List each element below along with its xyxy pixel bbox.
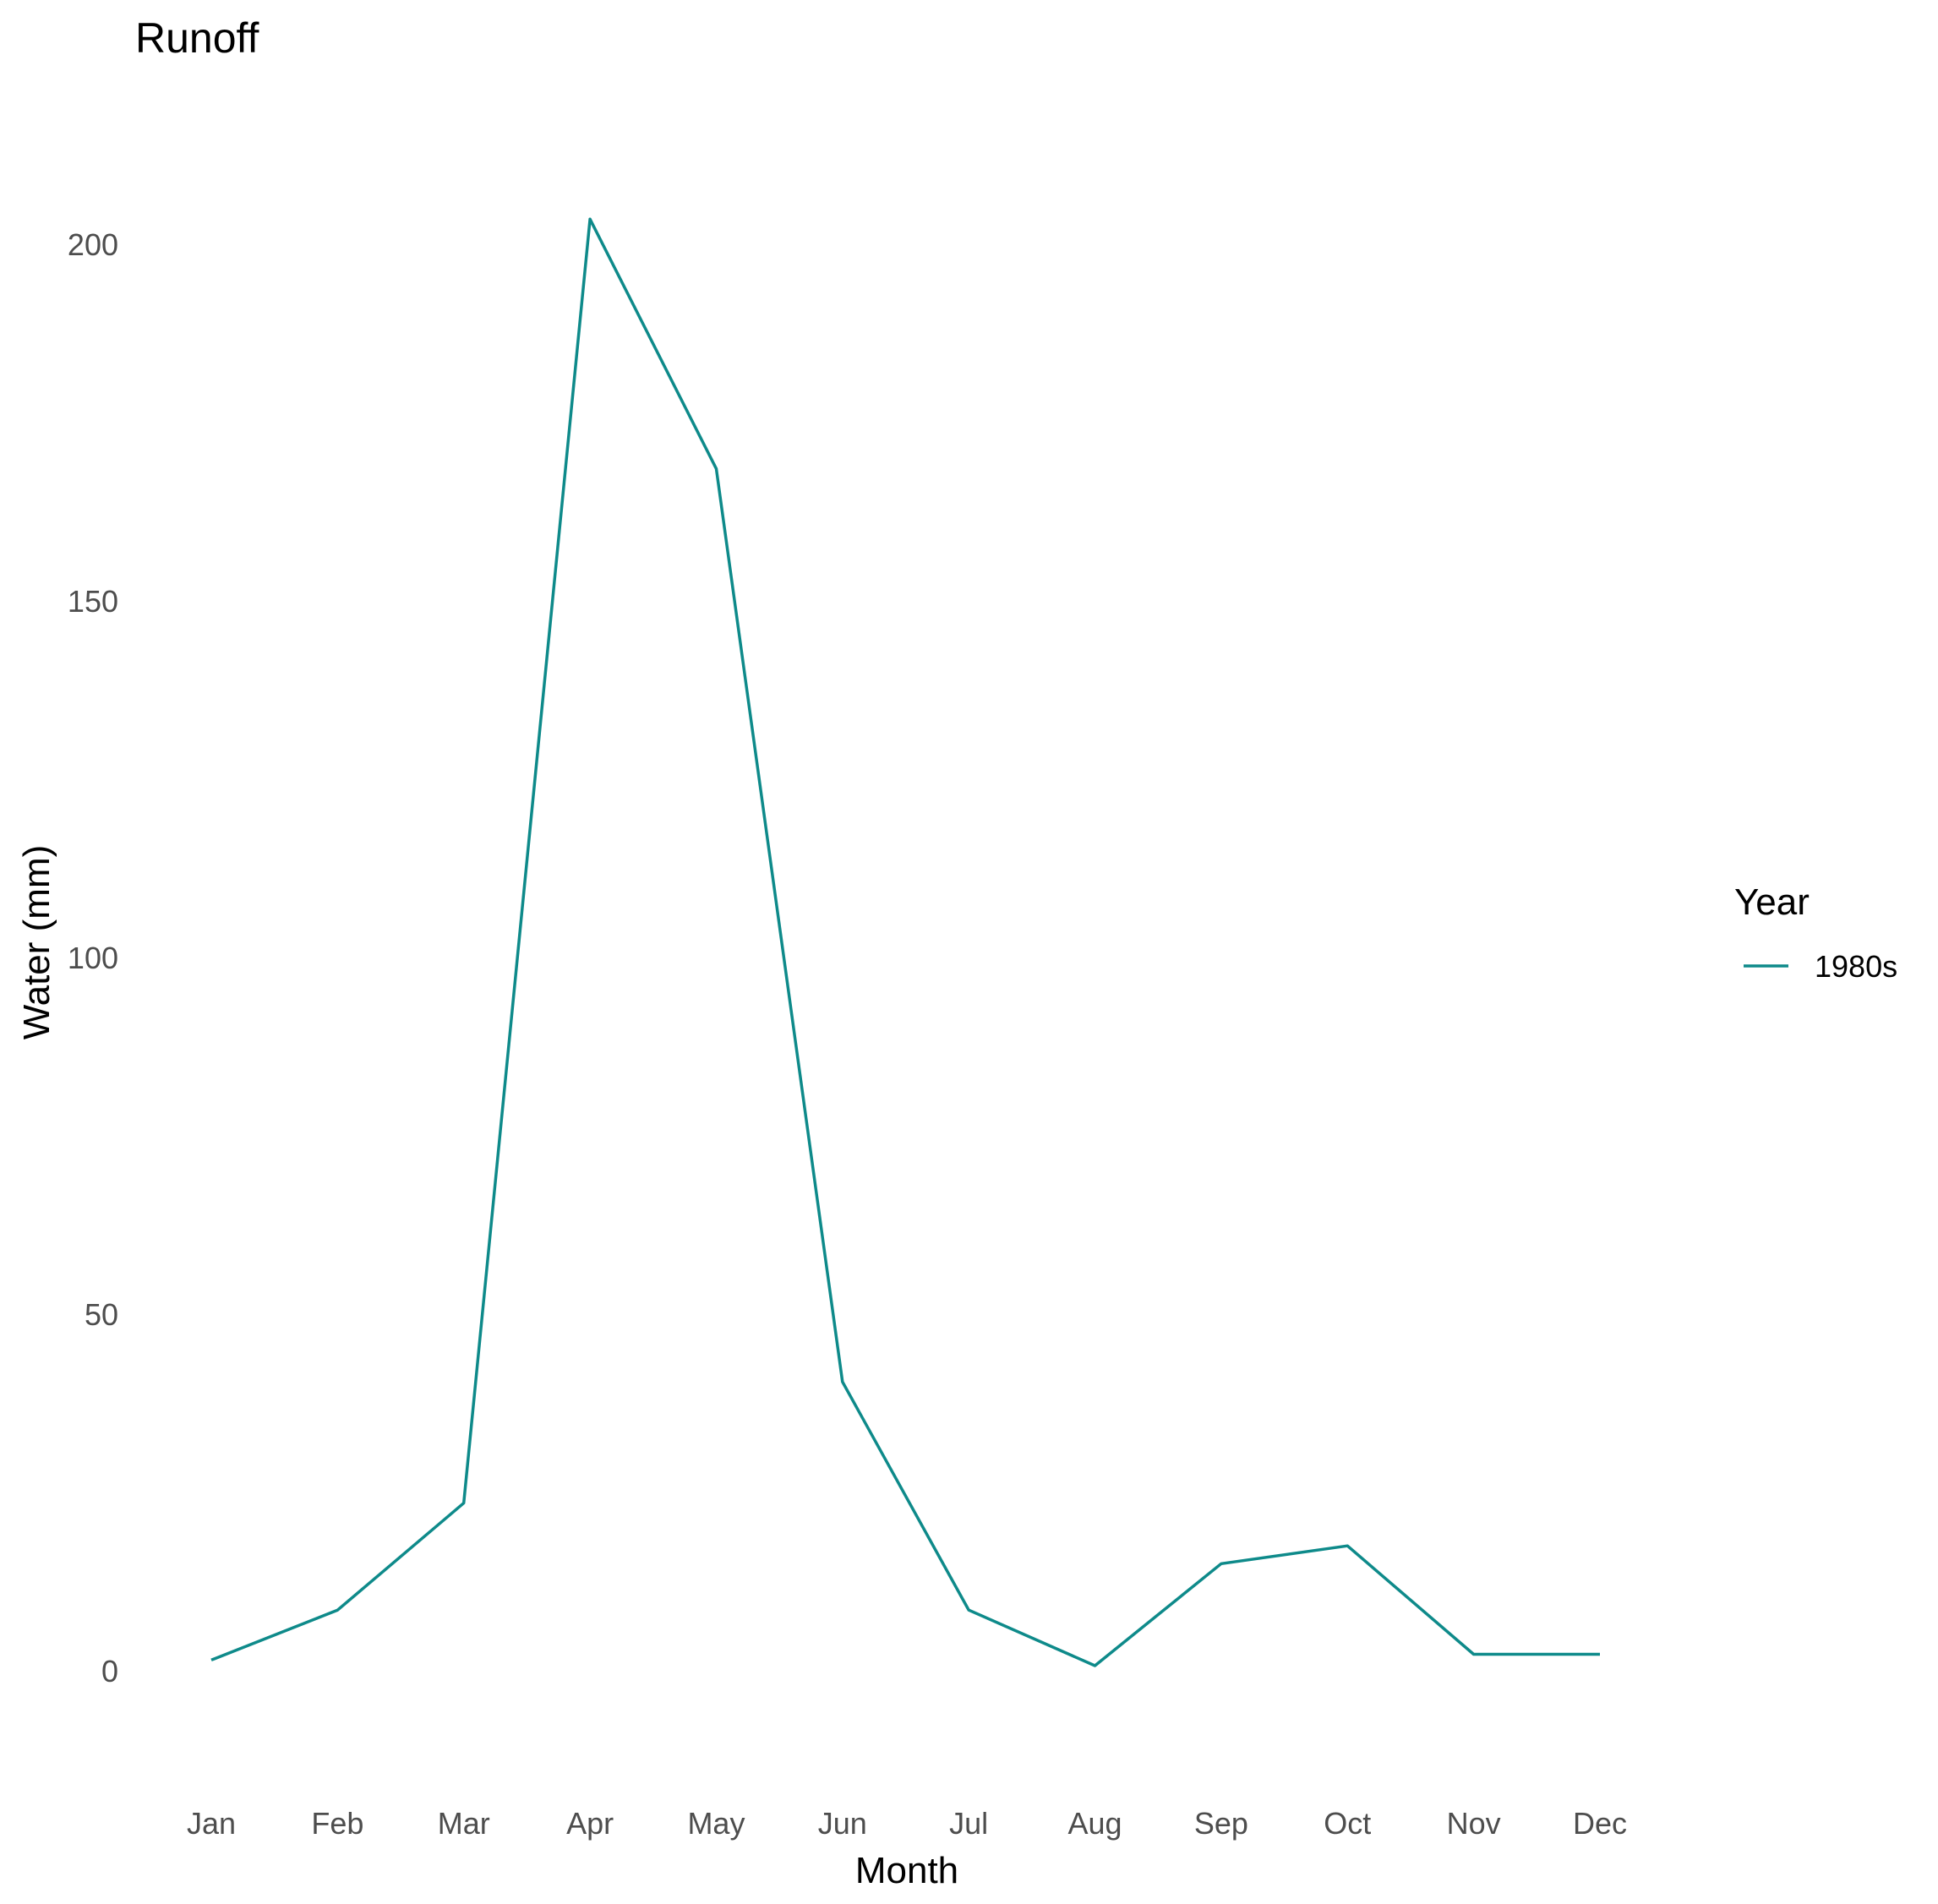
- x-axis-tick-labels: Jan Feb Mar Apr May Jun Jul Aug Sep Oct Nov Dec: [187, 1806, 1627, 1841]
- x-tick-label: Jan: [187, 1806, 236, 1841]
- x-tick-label: Jul: [949, 1806, 988, 1841]
- x-tick-label: Feb: [311, 1806, 363, 1841]
- series-layer: [210, 217, 1600, 1667]
- x-tick-label: May: [687, 1806, 745, 1841]
- x-axis-title: Month: [855, 1850, 958, 1891]
- x-tick-label: Aug: [1068, 1806, 1122, 1841]
- legend: Year 1980s: [1734, 881, 1897, 984]
- x-tick-label: Jun: [818, 1806, 867, 1841]
- chart-title: Runoff: [135, 14, 259, 62]
- x-tick-label: Sep: [1194, 1806, 1248, 1841]
- y-tick-label: 50: [85, 1297, 118, 1332]
- series-line-1980s: [210, 217, 1600, 1667]
- legend-label-1980s: 1980s: [1815, 949, 1897, 984]
- y-tick-label: 100: [68, 941, 118, 975]
- x-tick-label: Apr: [566, 1806, 614, 1841]
- x-tick-label: Dec: [1573, 1806, 1627, 1841]
- y-tick-label: 150: [68, 584, 118, 619]
- x-tick-label: Mar: [438, 1806, 490, 1841]
- y-tick-label: 0: [101, 1654, 118, 1689]
- x-tick-label: Nov: [1447, 1806, 1501, 1841]
- legend-title: Year: [1734, 881, 1810, 923]
- y-tick-label: 200: [68, 227, 118, 262]
- y-axis-tick-labels: 0 50 100 150 200: [68, 227, 118, 1689]
- y-axis-title: Water (mm): [16, 845, 57, 1040]
- x-tick-label: Oct: [1324, 1806, 1371, 1841]
